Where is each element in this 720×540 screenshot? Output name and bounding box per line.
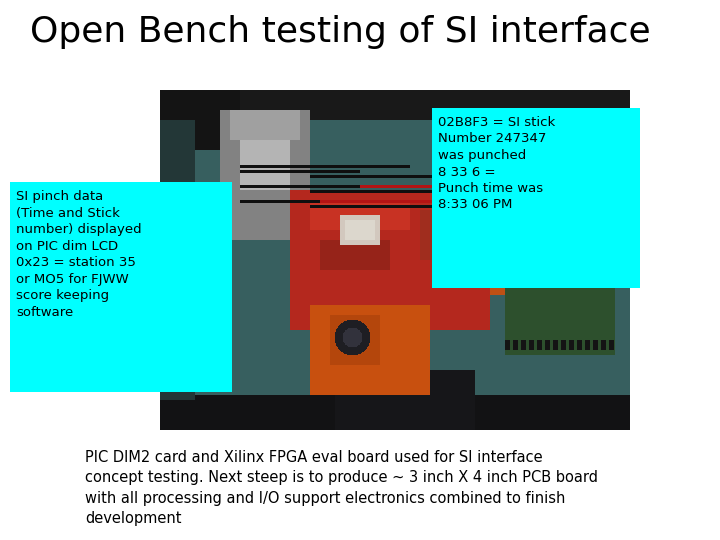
Text: Open Bench testing of SI interface: Open Bench testing of SI interface — [30, 15, 651, 49]
Text: 02B8F3 = SI stick
Number 247347
was punched
8 33 6 =
Punch time was
8:33 06 PM: 02B8F3 = SI stick Number 247347 was punc… — [438, 116, 555, 212]
Text: SI pinch data
(Time and Stick
number) displayed
on PIC dim LCD
0x23 = station 35: SI pinch data (Time and Stick number) di… — [16, 190, 142, 319]
Polygon shape — [432, 108, 640, 288]
Polygon shape — [10, 182, 232, 392]
Text: PIC DIM2 card and Xilinx FPGA eval board used for SI interface
concept testing. : PIC DIM2 card and Xilinx FPGA eval board… — [85, 450, 598, 526]
